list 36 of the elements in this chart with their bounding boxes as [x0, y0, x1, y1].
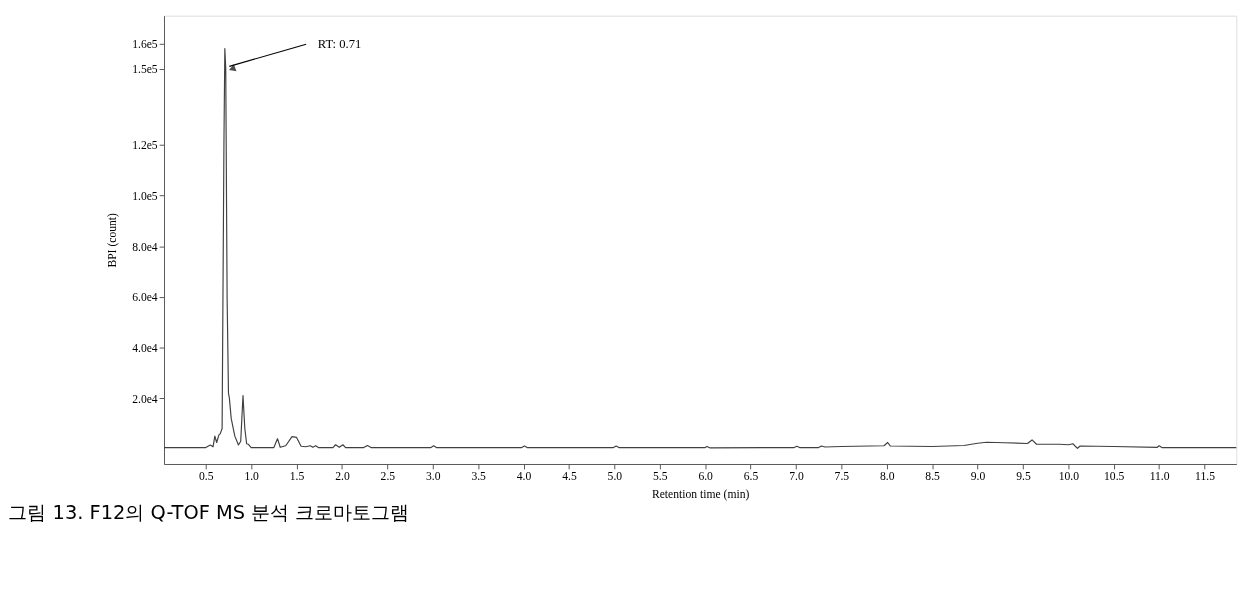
x-tick-label: 2.0 [335, 470, 350, 484]
caption: 그림 13. F12의 Q-TOF MS 분석 크로마토그램 [8, 501, 410, 525]
y-tick-label: 1.0e5 [132, 189, 158, 203]
x-tick-label: 9.5 [1016, 470, 1031, 484]
x-tick-label: 5.5 [652, 470, 668, 484]
x-axis-title: Retention time (min) [651, 488, 750, 502]
x-tick-label: 6.5 [743, 470, 759, 484]
x-tick-label: 8.5 [925, 470, 941, 484]
line-series [163, 48, 1237, 449]
annotation: RT: 0.71 [317, 37, 362, 52]
x-tick-label: 1.5 [289, 470, 305, 484]
y-tick-label: 6.0e4 [132, 291, 158, 305]
y-tick-label: 4.0e4 [132, 341, 158, 355]
x-tick-label: 11.5 [1195, 470, 1216, 484]
x-tick-label: 5.0 [607, 470, 623, 484]
y-axis-title: BPI (count) [105, 212, 119, 268]
x-tick-label: 10.0 [1058, 470, 1080, 484]
x-tick-label: 6.0 [698, 470, 714, 484]
y-tick-label: 1.5e5 [132, 63, 158, 77]
y-tick-label: 2.0e4 [132, 392, 158, 406]
x-tick-label: 3.0 [425, 470, 441, 484]
x-tick-label: 1.0 [244, 470, 260, 484]
x-tick-label: 0.5 [198, 470, 214, 484]
x-tick-label: 2.5 [380, 470, 396, 484]
x-tick-label: 4.0 [516, 470, 532, 484]
x-tick-label: 7.5 [834, 470, 850, 484]
x-tick-label: 3.5 [471, 470, 487, 484]
x-tick-label: 4.5 [562, 470, 577, 484]
y-tick-label: 1.6e5 [132, 37, 158, 51]
x-tick-label: 8.0 [879, 470, 895, 484]
x-tick-label: 7.0 [789, 470, 804, 484]
y-tick-label: 1.2e5 [132, 139, 158, 153]
x-tick-label: 11.0 [1149, 470, 1170, 484]
x-tick-label: 9.0 [970, 470, 986, 484]
x-tick-label: 10.5 [1104, 470, 1125, 484]
y-tick-label: 8.0e4 [132, 240, 158, 254]
